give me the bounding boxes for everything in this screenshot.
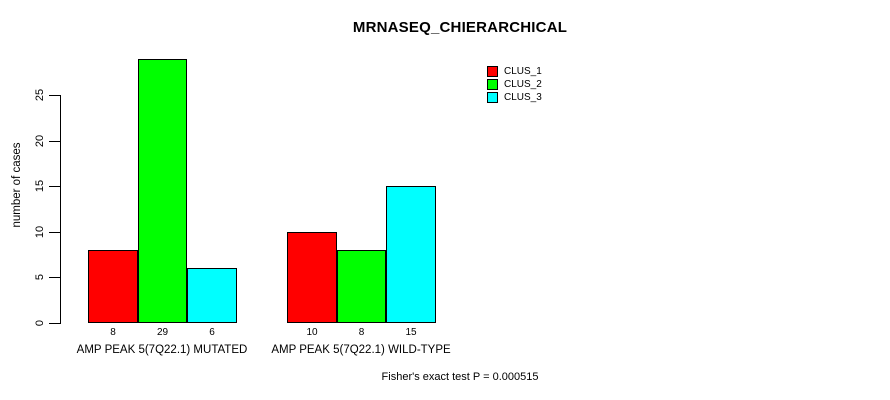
bar-value-label: 8	[110, 327, 116, 338]
y-axis-line	[60, 95, 61, 324]
y-tick-label: 5	[34, 273, 46, 281]
bar-value-label: 15	[405, 327, 417, 338]
legend-label: CLUS_1	[504, 66, 542, 77]
bar-value-label: 8	[358, 327, 365, 338]
y-tick-label: 25	[34, 88, 46, 102]
legend-label: CLUS_2	[504, 79, 542, 90]
chart-title: MRNASEQ_CHIERARCHICAL	[352, 19, 568, 36]
group-label: AMP PEAK 5(7Q22.1) MUTATED	[76, 344, 248, 356]
bar-clus_1-group1	[88, 250, 138, 323]
legend-row: CLUS_3	[487, 91, 542, 104]
bar-value-label: 6	[209, 327, 215, 338]
y-tick-label: 15	[34, 179, 46, 193]
legend-row: CLUS_1	[487, 65, 542, 78]
y-tick	[49, 186, 61, 187]
legend-label: CLUS_3	[504, 92, 542, 103]
bar-value-label: 29	[156, 327, 169, 338]
y-tick	[49, 95, 61, 96]
bar-value-label: 10	[306, 327, 318, 338]
legend: CLUS_1 CLUS_2 CLUS_3	[487, 65, 542, 104]
bar-clus_3-group2	[386, 186, 436, 323]
bar-clus_2-group2	[337, 250, 386, 323]
y-tick	[49, 232, 61, 233]
y-tick	[49, 277, 61, 278]
y-tick-label: 0	[34, 319, 46, 327]
y-tick	[49, 141, 61, 142]
bar-clus_3-group1	[187, 268, 237, 323]
legend-swatch-clus_1	[487, 66, 498, 77]
legend-swatch-clus_3	[487, 92, 498, 103]
fisher-test-annotation: Fisher's exact test P = 0.000515	[381, 371, 539, 383]
bar-clus_1-group2	[287, 232, 337, 323]
group-label: AMP PEAK 5(7Q22.1) WILD-TYPE	[271, 344, 451, 356]
bar-clus_2-group1	[138, 59, 187, 323]
y-axis-label: number of cases	[11, 142, 23, 228]
y-tick-label: 10	[34, 225, 46, 239]
legend-row: CLUS_2	[487, 78, 542, 91]
legend-swatch-clus_2	[487, 79, 498, 90]
y-tick-label: 20	[34, 134, 46, 148]
y-tick	[49, 323, 61, 324]
